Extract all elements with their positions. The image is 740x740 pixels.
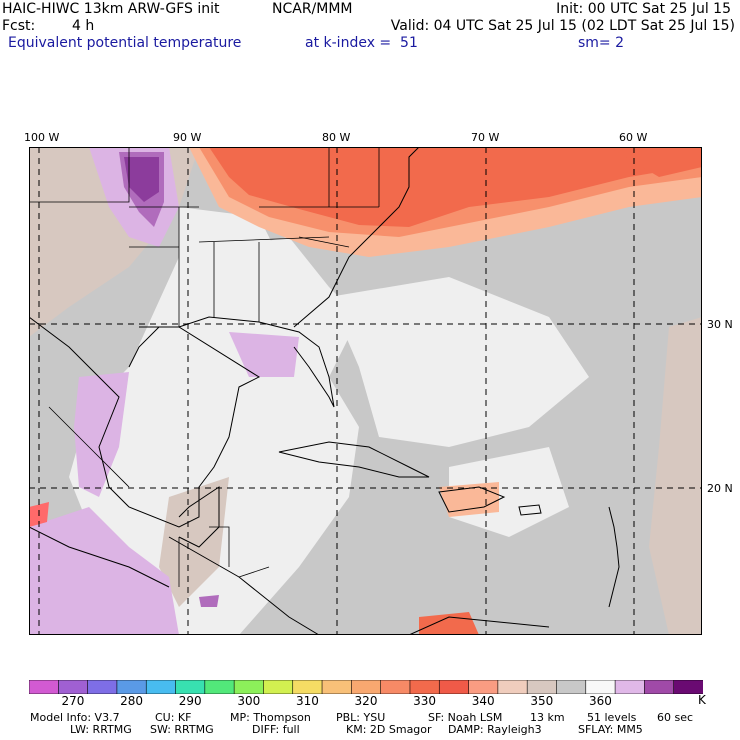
colorbar-swatch	[585, 680, 616, 694]
colorbar-tick-label: 320	[354, 694, 378, 708]
fcst-value: 4 h	[72, 18, 95, 34]
light-gray-region	[329, 277, 589, 447]
lon-label-80w: 80 W	[322, 131, 351, 144]
center-name: NCAR/MMM	[272, 1, 353, 17]
pbl-scheme: PBL: YSU	[336, 711, 386, 724]
warm-red-core	[609, 147, 702, 177]
light-gray-region	[179, 207, 279, 297]
political-borders	[29, 147, 380, 587]
lon-label-100w: 100 W	[24, 131, 60, 144]
colorbar-unit: K	[698, 693, 706, 707]
coastlines	[29, 147, 620, 635]
florida-peninsula	[293, 147, 420, 328]
damp-setting: DAMP: Rayleigh3	[448, 723, 542, 736]
colorbar-tick-label: 290	[178, 694, 202, 708]
puerto-rico-coastline	[518, 504, 542, 516]
colorbar-swatch	[116, 680, 148, 694]
dark-purple-region	[124, 157, 159, 202]
colorbar-swatch	[233, 680, 265, 694]
colorbar-swatch	[380, 680, 411, 694]
km-setting: KM: 2D Smagor	[346, 723, 432, 736]
map-frame	[29, 147, 702, 635]
colorbar-tick-label: 350	[530, 694, 554, 708]
colorbar	[29, 680, 703, 694]
colorbar-swatch	[644, 680, 675, 694]
colorbar-tick-label: 310	[295, 694, 319, 708]
colorbar-swatch	[263, 680, 294, 694]
resolution: 13 km	[530, 711, 565, 724]
model-title: HAIC-HIWC 13km ARW-GFS init	[2, 1, 220, 17]
field-name: Equivalent potential temperature	[8, 35, 242, 51]
graticule	[29, 147, 702, 635]
colorbar-tick-label: 300	[237, 694, 261, 708]
colorbar-swatch	[351, 680, 382, 694]
lon-label-90w: 90 W	[173, 131, 202, 144]
sw-scheme: SW: RRTMG	[150, 723, 214, 736]
border	[29, 147, 130, 203]
colorbar-swatch	[673, 680, 703, 694]
border	[198, 236, 330, 243]
lon-label-60w: 60 W	[619, 131, 648, 144]
colorbar-swatch	[175, 680, 206, 694]
cu-scheme: CU: KF	[155, 711, 192, 724]
colorbar-tick-label: 280	[120, 694, 144, 708]
border	[238, 566, 270, 578]
south-america-coastline	[408, 616, 550, 635]
colorbar-swatch	[497, 680, 528, 694]
colorbar-tick-label: 270	[61, 694, 85, 708]
smoothing: sm= 2	[578, 35, 625, 51]
colorbar-tick-label: 360	[588, 694, 612, 708]
model-info: Model Info: V3.7	[30, 711, 120, 724]
colorbar-swatch	[468, 680, 499, 694]
gulf-coast-usa	[139, 316, 335, 408]
fcst-label: Fcst:	[2, 18, 36, 34]
timestep: 60 sec	[657, 711, 694, 724]
light-purple-region	[74, 372, 129, 497]
lw-scheme: LW: RRTMG	[70, 723, 132, 736]
colorbar-swatch	[29, 680, 60, 694]
lat-label-20n: 20 N	[707, 482, 733, 495]
colorbar-swatch	[614, 680, 646, 694]
mexico-pacific-coastline	[29, 526, 170, 588]
colorbar-swatch	[526, 680, 558, 694]
valid-time: Valid: 04 UTC Sat 25 Jul 15 (02 LDT Sat …	[390, 18, 735, 34]
warm-spot	[439, 482, 499, 517]
cuba-coastline	[278, 441, 430, 478]
yucatan-coastline	[178, 486, 220, 548]
border	[298, 236, 350, 248]
colorbar-swatch	[204, 680, 235, 694]
equivalent-potential-temperature-map	[29, 147, 702, 635]
lon-label-70w: 70 W	[471, 131, 500, 144]
colorbar-swatch	[292, 680, 323, 694]
light-purple-region	[29, 507, 179, 635]
colorbar-swatch	[321, 680, 353, 694]
sflay-setting: SFLAY: MM5	[578, 723, 643, 736]
mp-scheme: MP: Thompson	[230, 711, 311, 724]
colorbar-swatch	[438, 680, 470, 694]
colorbar-swatch	[409, 680, 441, 694]
colorbar-swatch	[145, 680, 177, 694]
init-time: Init: 00 UTC Sat 25 Jul 15	[556, 1, 731, 17]
levels: 51 levels	[587, 711, 637, 724]
tan-region	[649, 317, 702, 635]
light-purple-region	[229, 332, 299, 377]
border	[48, 406, 130, 488]
level-index: at k-index = 51	[305, 35, 418, 51]
colorbar-swatch	[556, 680, 587, 694]
mid-purple-region	[199, 595, 219, 607]
lesser-antilles-coastline	[608, 506, 620, 608]
diff-setting: DIFF: full	[252, 723, 300, 736]
colorbar-tick-label: 340	[471, 694, 495, 708]
colorbar-tick-label: 330	[413, 694, 437, 708]
warm-spot	[419, 612, 479, 635]
tan-region	[159, 477, 229, 607]
light-gray-region	[449, 447, 569, 537]
colorbar-swatch	[57, 680, 89, 694]
sf-scheme: SF: Noah LSM	[428, 711, 503, 724]
border	[209, 526, 230, 567]
colorbar-swatch	[87, 680, 118, 694]
lat-label-30n: 30 N	[707, 318, 733, 331]
